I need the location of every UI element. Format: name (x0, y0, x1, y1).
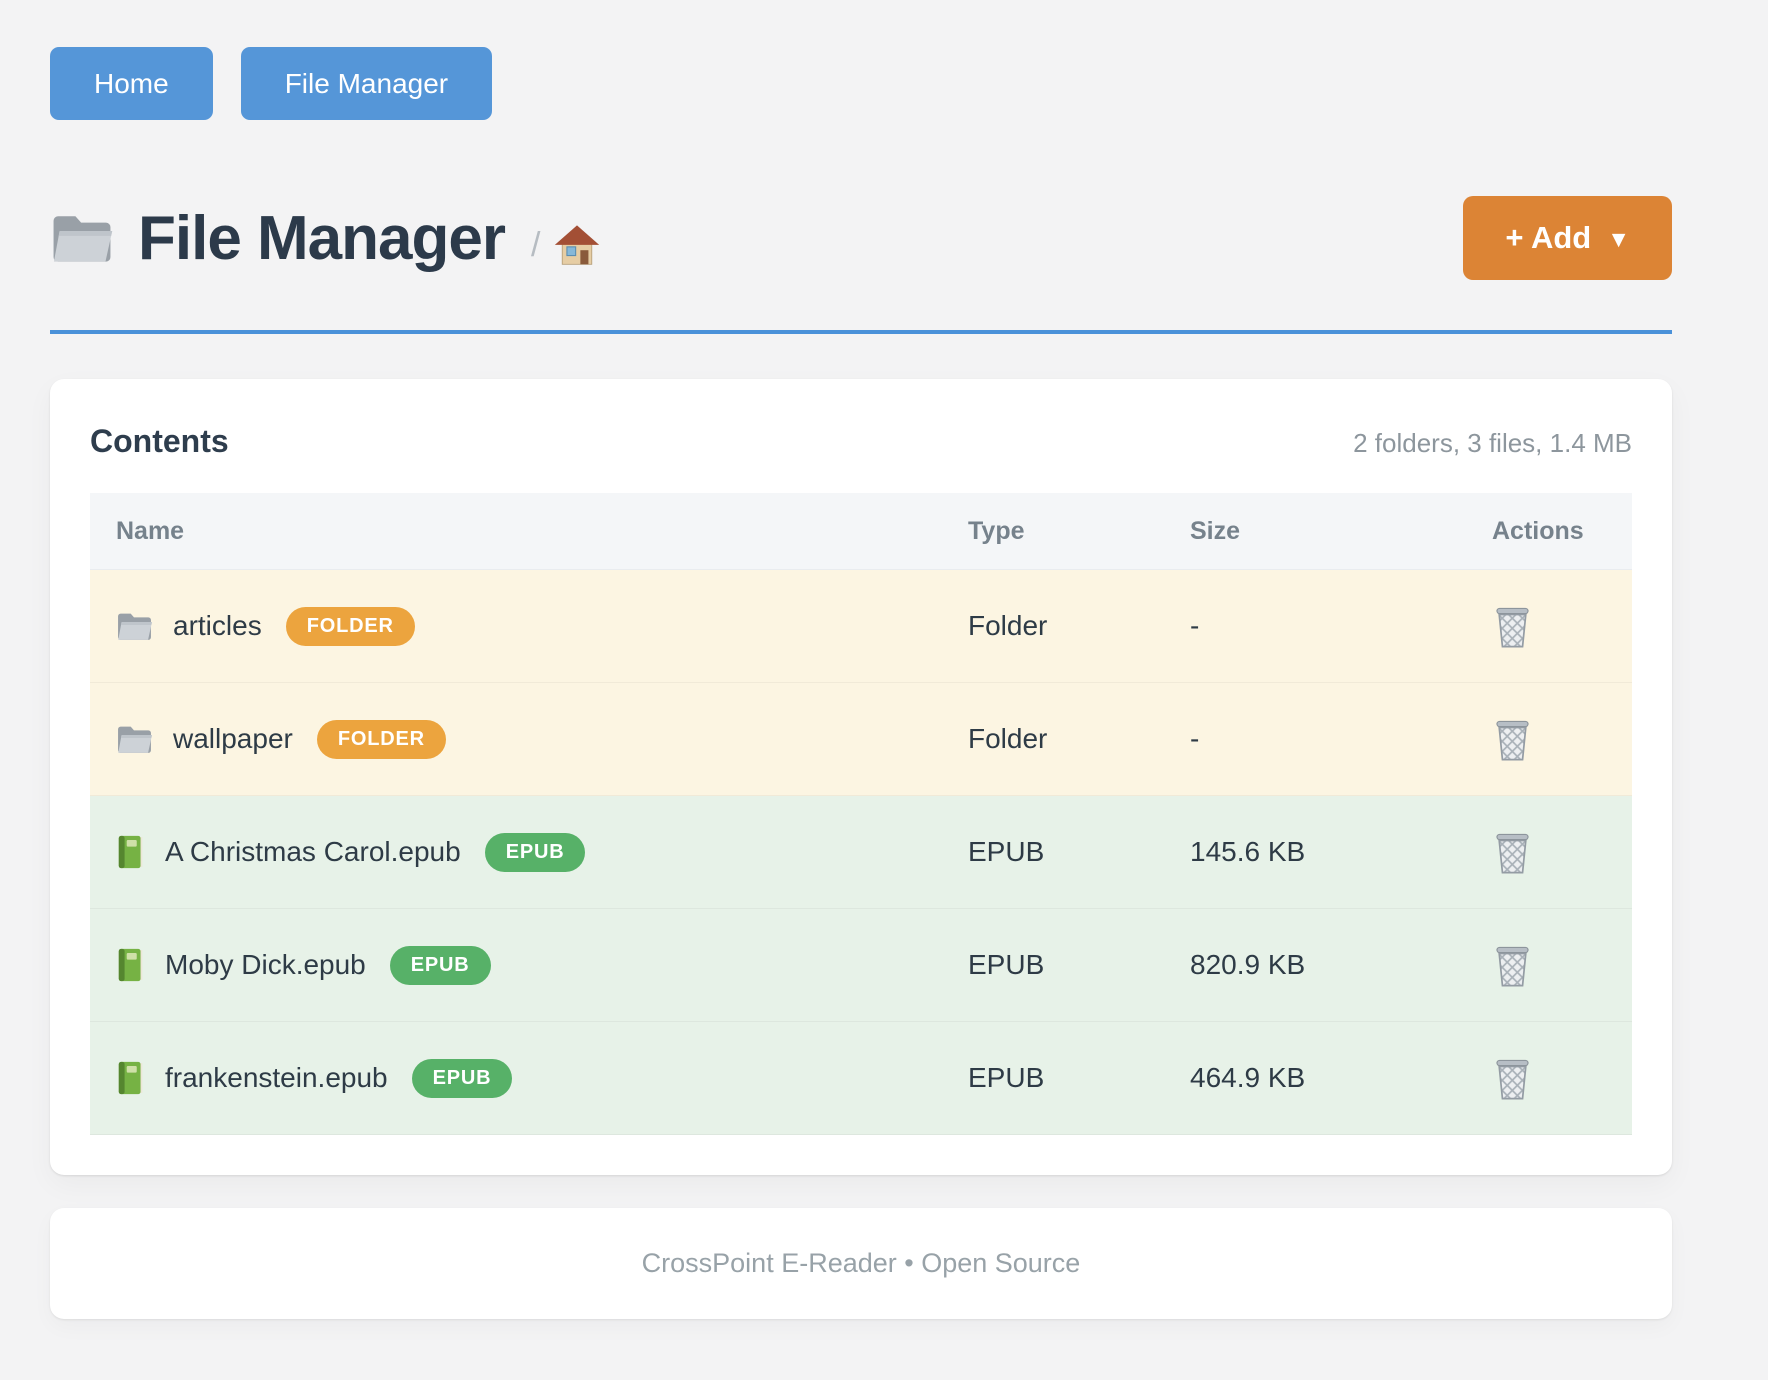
delete-button[interactable] (1492, 1055, 1533, 1101)
nav-file-manager-button[interactable]: File Manager (240, 47, 493, 120)
file-name: A Christmas Carol.epub (165, 836, 461, 867)
add-button[interactable]: + Add ▼ (1463, 196, 1672, 280)
file-name: articles (173, 610, 262, 641)
folder-icon (116, 610, 153, 643)
delete-button[interactable] (1492, 829, 1533, 875)
size-cell: 145.6 KB (1190, 836, 1306, 867)
type-cell: Folder (968, 723, 1048, 754)
table-row[interactable]: wallpaper FOLDER Folder - (90, 683, 1632, 796)
column-header-actions: Actions (1492, 516, 1584, 545)
table-header-row: Name Type Size Actions (90, 493, 1632, 570)
table-body: articles FOLDER Folder - wallpaper FOLDE… (90, 570, 1632, 1135)
type-badge: EPUB (411, 1058, 513, 1098)
type-cell: EPUB (968, 949, 1045, 980)
header-divider (50, 330, 1672, 334)
book-icon (116, 834, 145, 870)
column-header-type: Type (968, 516, 1025, 545)
trash-icon (1492, 1055, 1533, 1101)
table-row[interactable]: A Christmas Carol.epub EPUB EPUB 145.6 K… (90, 796, 1632, 909)
contents-heading: Contents (90, 423, 229, 459)
book-icon (116, 1060, 145, 1096)
delete-button[interactable] (1492, 603, 1533, 649)
breadcrumb-separator: / (531, 225, 541, 264)
column-header-size: Size (1190, 516, 1241, 545)
trash-icon (1492, 942, 1533, 988)
type-badge: FOLDER (316, 719, 446, 759)
chevron-down-icon: ▼ (1607, 226, 1630, 252)
page: Home File Manager File Manager / + Add ▼… (50, 47, 1672, 1319)
file-name: frankenstein.epub (165, 1062, 388, 1093)
folder-icon (50, 210, 114, 267)
top-nav: Home File Manager (50, 47, 1672, 120)
table-row[interactable]: frankenstein.epub EPUB EPUB 464.9 KB (90, 1022, 1632, 1135)
column-header-name: Name (116, 516, 185, 545)
size-cell: 464.9 KB (1190, 1062, 1306, 1093)
size-cell: - (1190, 723, 1200, 754)
type-cell: Folder (968, 610, 1048, 641)
contents-summary: 2 folders, 3 files, 1.4 MB (1353, 428, 1632, 458)
type-cell: EPUB (968, 836, 1045, 867)
file-table: Name Type Size Actions articles FOLDER F… (90, 493, 1632, 1135)
nav-home-button[interactable]: Home (50, 47, 213, 120)
footer: CrossPoint E-Reader • Open Source (50, 1208, 1672, 1319)
footer-text: CrossPoint E-Reader • Open Source (641, 1248, 1081, 1278)
contents-card: Contents 2 folders, 3 files, 1.4 MB Name… (50, 379, 1672, 1175)
title-group: File Manager / (50, 203, 1463, 274)
table-row[interactable]: Moby Dick.epub EPUB EPUB 820.9 KB (90, 909, 1632, 1022)
add-button-label: + Add (1505, 220, 1592, 255)
type-badge: EPUB (484, 832, 586, 872)
folder-icon (116, 723, 153, 756)
file-name: wallpaper (173, 723, 293, 754)
page-title: File Manager (138, 203, 506, 273)
trash-icon (1492, 829, 1533, 875)
table-row[interactable]: articles FOLDER Folder - (90, 570, 1632, 683)
delete-button[interactable] (1492, 716, 1533, 762)
size-cell: 820.9 KB (1190, 949, 1306, 980)
delete-button[interactable] (1492, 942, 1533, 988)
page-header: File Manager / + Add ▼ (50, 196, 1672, 280)
type-badge: EPUB (389, 945, 491, 985)
type-cell: EPUB (968, 1062, 1045, 1093)
type-badge: FOLDER (285, 606, 415, 646)
book-icon (116, 947, 145, 983)
trash-icon (1492, 716, 1533, 762)
home-icon[interactable] (554, 224, 600, 267)
file-name: Moby Dick.epub (165, 949, 366, 980)
trash-icon (1492, 603, 1533, 649)
contents-card-header: Contents 2 folders, 3 files, 1.4 MB (90, 419, 1632, 463)
size-cell: - (1190, 610, 1200, 641)
